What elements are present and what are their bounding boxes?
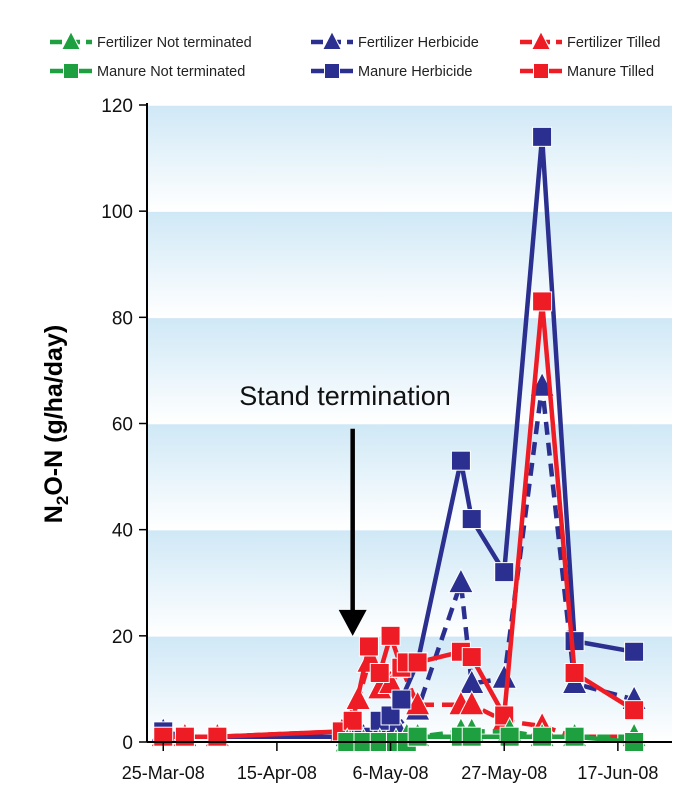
data-point xyxy=(207,726,228,747)
legend-item: Manure Herbicide xyxy=(311,63,472,80)
data-point xyxy=(407,726,428,747)
data-point xyxy=(342,710,363,731)
data-point xyxy=(461,509,482,530)
annotation-text: Stand termination xyxy=(239,381,451,411)
background-band xyxy=(147,211,672,318)
y-tick-label: 0 xyxy=(122,733,133,754)
legend-label: Fertilizer Not terminated xyxy=(97,35,252,51)
series-layer xyxy=(150,126,648,753)
data-point xyxy=(624,641,645,662)
x-tick-label: 17-Jun-08 xyxy=(577,763,658,783)
legend-label: Manure Not terminated xyxy=(97,64,245,80)
legend-label: Manure Herbicide xyxy=(358,64,472,80)
data-point xyxy=(624,700,645,721)
data-point xyxy=(532,126,553,147)
y-axis-label: N2O-N (g/ha/day) xyxy=(40,325,72,523)
data-point xyxy=(532,291,553,312)
data-point xyxy=(380,625,401,646)
data-point xyxy=(380,705,401,726)
data-point xyxy=(458,690,485,716)
data-point xyxy=(60,30,82,51)
legend: Fertilizer Not terminated Fertilizer Herb… xyxy=(50,30,660,80)
x-tick-label: 6-May-08 xyxy=(353,763,429,783)
annotation: Stand termination xyxy=(239,381,451,636)
data-point xyxy=(564,662,585,683)
data-point xyxy=(533,63,549,79)
data-point xyxy=(321,30,343,51)
background-band xyxy=(147,317,672,424)
data-point xyxy=(369,662,390,683)
y-tick-label: 100 xyxy=(101,202,133,223)
data-point xyxy=(63,63,79,79)
y-tick-label: 80 xyxy=(112,308,133,329)
data-point xyxy=(404,690,431,716)
x-tick-label: 15-Apr-08 xyxy=(237,763,317,783)
legend-item: Fertilizer Tilled xyxy=(520,30,660,51)
legend-item: Fertilizer Herbicide xyxy=(311,30,479,51)
data-point xyxy=(564,726,585,747)
data-point xyxy=(461,726,482,747)
background-band xyxy=(147,529,672,636)
data-point xyxy=(391,689,412,710)
background-band xyxy=(147,423,672,530)
data-point xyxy=(174,726,195,747)
y-tick-label: 60 xyxy=(112,415,133,436)
x-tick-label: 25-Mar-08 xyxy=(122,763,205,783)
data-point xyxy=(450,450,471,471)
data-point xyxy=(447,567,474,594)
y-axis-label-group: N2O-N (g/ha/day) xyxy=(40,325,72,523)
legend-label: Fertilizer Tilled xyxy=(567,35,660,51)
y-tick-label: 40 xyxy=(112,521,133,542)
background-bands xyxy=(147,105,672,742)
gridlines xyxy=(147,104,672,637)
data-point xyxy=(494,562,515,583)
legend-item: Fertilizer Not terminated xyxy=(50,30,252,51)
background-band xyxy=(147,105,672,212)
data-point xyxy=(532,726,553,747)
data-point xyxy=(324,63,340,79)
data-point xyxy=(358,636,379,657)
data-point xyxy=(491,663,518,689)
data-point xyxy=(499,726,520,747)
y-tick-label: 20 xyxy=(112,627,133,648)
y-tick-label: 120 xyxy=(101,96,133,117)
data-point xyxy=(461,647,482,668)
annotation-arrowhead xyxy=(338,609,367,636)
axes: 0 20 40 60 80 100 120 25-Mar-08 15-Apr-08 6-May-0… xyxy=(101,96,672,783)
legend-item: Manure Not terminated xyxy=(50,63,245,80)
data-point xyxy=(407,652,428,673)
x-tick-label: 27-May-08 xyxy=(461,763,547,783)
legend-label: Fertilizer Herbicide xyxy=(358,35,479,51)
data-point xyxy=(530,30,552,51)
legend-label: Manure Tilled xyxy=(567,64,654,80)
legend-item: Manure Tilled xyxy=(520,63,654,80)
